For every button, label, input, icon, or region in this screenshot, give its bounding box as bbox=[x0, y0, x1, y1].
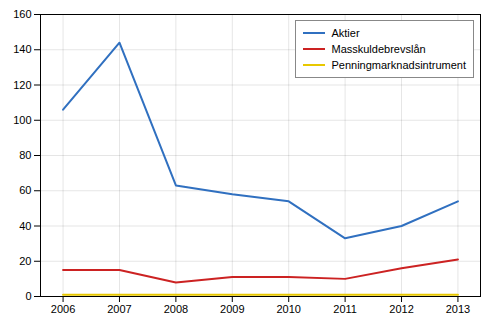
svg-text:2009: 2009 bbox=[220, 303, 244, 315]
svg-text:100: 100 bbox=[13, 114, 31, 126]
svg-text:20: 20 bbox=[19, 255, 31, 267]
svg-text:2011: 2011 bbox=[333, 303, 357, 315]
svg-text:2007: 2007 bbox=[107, 303, 131, 315]
svg-text:40: 40 bbox=[19, 220, 31, 232]
svg-text:140: 140 bbox=[13, 43, 31, 55]
html-text:Masskuldebrevslån: Masskuldebrevslån bbox=[331, 43, 426, 55]
html-text:Penningmarknadsintrument: Penningmarknadsintrument bbox=[331, 59, 466, 71]
svg-text:120: 120 bbox=[13, 79, 31, 91]
svg-text:60: 60 bbox=[19, 184, 31, 196]
svg-text:0: 0 bbox=[25, 290, 31, 302]
svg-text:80: 80 bbox=[19, 149, 31, 161]
svg-text:2008: 2008 bbox=[164, 303, 188, 315]
svg-text:160: 160 bbox=[13, 8, 31, 20]
html-text:Aktier: Aktier bbox=[331, 27, 360, 39]
svg-text:2013: 2013 bbox=[446, 303, 470, 315]
svg-text:2006: 2006 bbox=[51, 303, 75, 315]
svg-text:2010: 2010 bbox=[276, 303, 300, 315]
svg-text:2012: 2012 bbox=[389, 303, 413, 315]
